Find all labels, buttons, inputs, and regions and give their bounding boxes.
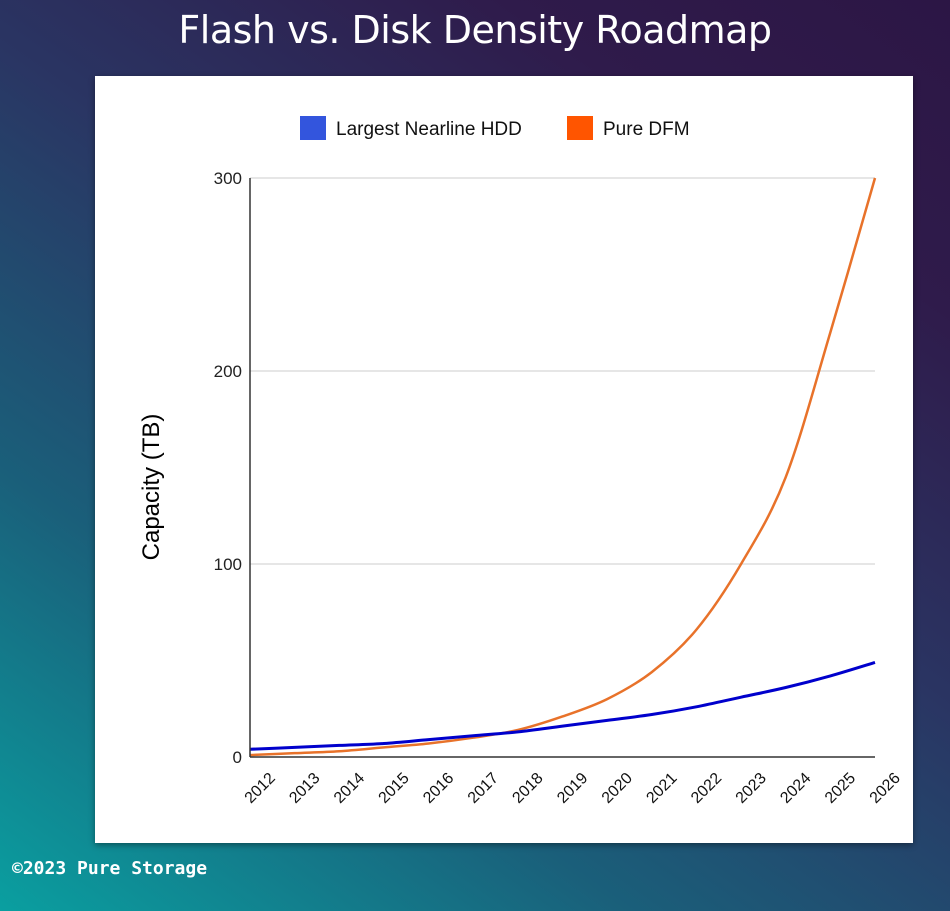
slide-title: Flash vs. Disk Density Roadmap: [178, 8, 772, 52]
y-axis-label: Capacity (TB): [138, 414, 165, 561]
x-tick-label: 2024: [777, 770, 814, 807]
y-tick-label: 200: [214, 362, 242, 381]
x-tick-label: 2015: [376, 770, 413, 807]
x-tick-label: 2017: [465, 770, 502, 807]
series-line: [249, 177, 877, 757]
x-tick-label: 2020: [599, 770, 636, 807]
x-tick-label: 2022: [688, 770, 725, 807]
x-tick-label: 2013: [286, 770, 323, 807]
x-tick-label: 2016: [420, 770, 457, 807]
legend-label: Largest Nearline HDD: [336, 119, 522, 140]
x-tick-label: 2025: [822, 770, 859, 807]
x-tick-label: 2021: [643, 770, 680, 807]
copyright-footer: ©2023 Pure Storage: [12, 858, 208, 879]
x-tick-label: 2026: [867, 770, 904, 807]
x-tick-label: 2019: [554, 770, 591, 807]
x-tick-label: 2018: [509, 770, 546, 807]
legend-swatch: [567, 116, 593, 140]
series-line: [249, 660, 876, 751]
y-tick-label: 300: [214, 169, 242, 188]
x-tick-label: 2014: [331, 770, 368, 807]
y-tick-label: 100: [214, 555, 242, 574]
y-tick-label: 0: [233, 748, 242, 767]
chart-card: 0 100 200 300 2012 2013 2014 2015 2016 2017 2018 20…: [95, 76, 913, 843]
legend-swatch: [300, 116, 326, 140]
x-tick-label: 2023: [733, 770, 770, 807]
x-tick-label: 2012: [242, 770, 279, 807]
legend-label: Pure DFM: [603, 119, 690, 140]
